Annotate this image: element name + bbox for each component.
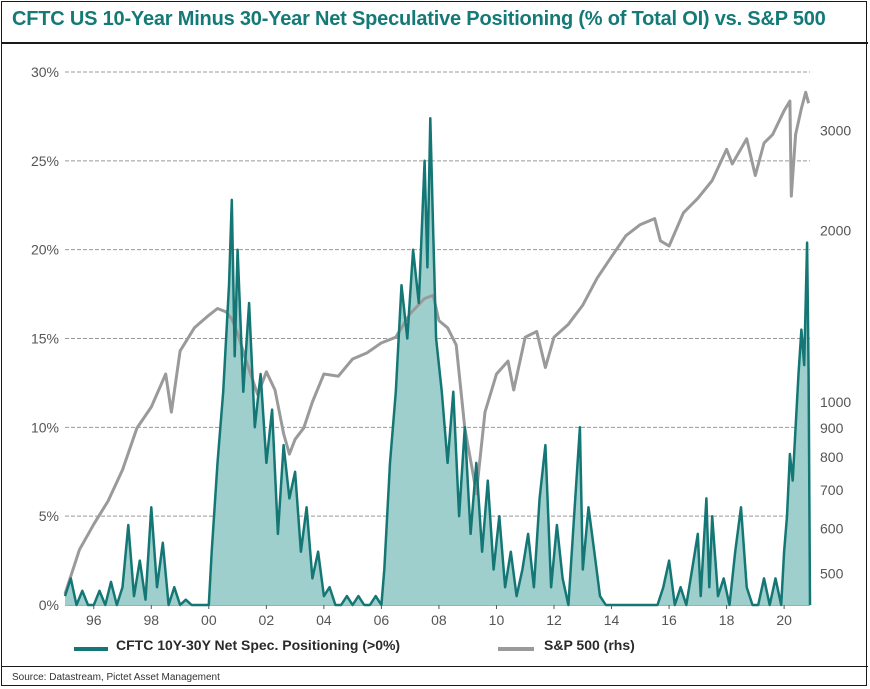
title-divider (2, 42, 868, 44)
left-tick-label: 30% (31, 64, 59, 80)
left-tick-label: 5% (39, 508, 59, 524)
legend-swatch-sp500 (498, 647, 534, 651)
right-tick-label: 900 (820, 420, 844, 436)
legend-label-cftc: CFTC 10Y-30Y Net Spec. Positioning (>0%) (116, 637, 401, 653)
x-tick-label: 18 (719, 612, 735, 628)
x-tick-label: 10 (489, 612, 505, 628)
sp500-line (63, 90, 811, 595)
x-tick-label: 20 (776, 612, 792, 628)
right-tick-label: 2000 (820, 223, 851, 239)
legend-swatch-cftc (74, 647, 108, 651)
right-tick-label: 500 (820, 565, 844, 581)
right-tick-label: 600 (820, 520, 844, 536)
left-tick-label: 25% (31, 153, 59, 169)
left-tick-label: 20% (31, 242, 59, 258)
right-tick-label: 3000 (820, 122, 851, 138)
x-tick-label: 06 (374, 612, 390, 628)
left-tick-label: 15% (31, 331, 59, 347)
right-tick-label: 800 (820, 449, 844, 465)
x-tick-label: 00 (201, 612, 217, 628)
x-tick-label: 02 (259, 612, 275, 628)
right-tick-label: 700 (820, 482, 844, 498)
x-tick-label: 96 (86, 612, 102, 628)
x-tick-label: 98 (144, 612, 160, 628)
x-tick-label: 16 (661, 612, 677, 628)
chart-title: CFTC US 10-Year Minus 30-Year Net Specul… (12, 8, 826, 30)
legend-label-sp500: S&P 500 (rhs) (544, 637, 635, 653)
cftc-line (63, 116, 812, 607)
source-note: Source: Datastream, Pictet Asset Managem… (12, 672, 220, 683)
source-divider (2, 666, 868, 667)
x-tick-label: 08 (431, 612, 447, 628)
x-tick-label: 12 (546, 612, 562, 628)
left-tick-label: 10% (31, 419, 59, 435)
x-tick-label: 14 (604, 612, 620, 628)
right-tick-label: 1000 (820, 394, 851, 410)
chart-plot: 0%5%10%15%20%25%30%500600700800900100020… (31, 64, 851, 628)
x-tick-label: 04 (316, 612, 332, 628)
left-tick-label: 0% (39, 597, 59, 613)
